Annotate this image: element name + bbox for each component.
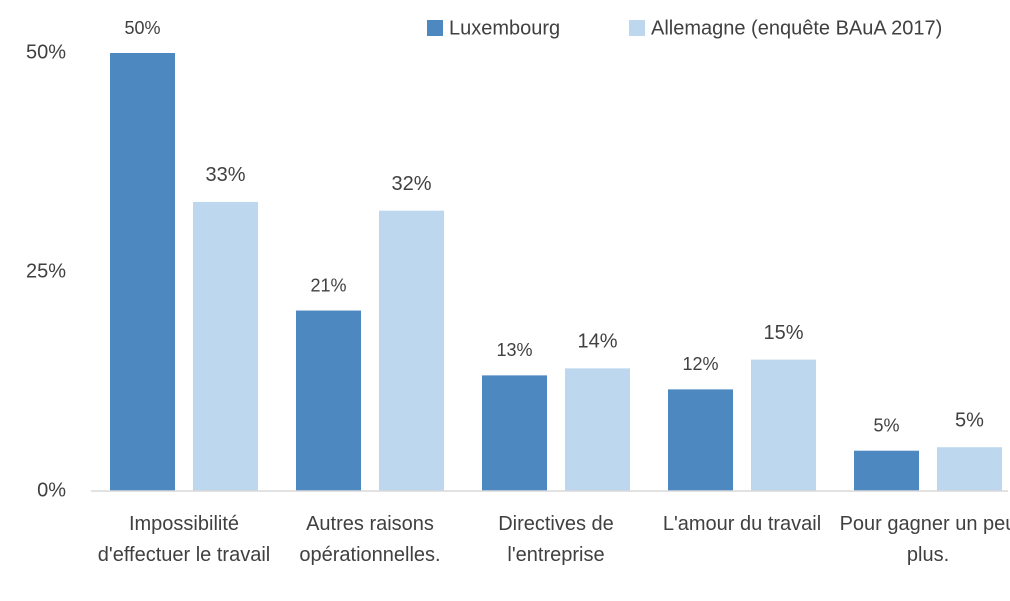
x-tick-label: Directives de l'entreprise (498, 513, 614, 566)
y-tick-label: 50% (26, 41, 66, 63)
x-tick-label: Impossibilité d'effectuer le travail (97, 513, 271, 566)
bar (379, 210, 444, 491)
data-label: 33% (205, 164, 245, 186)
legend-label: Luxembourg (449, 17, 560, 39)
bar (110, 53, 175, 491)
bar (193, 201, 258, 492)
data-label: 15% (763, 322, 803, 344)
data-label: 50% (124, 18, 160, 38)
data-label: 21% (310, 275, 346, 295)
bar (751, 359, 816, 491)
data-label: 5% (873, 415, 899, 435)
x-tick-label: Autres raisons opérationnelles. (299, 513, 441, 566)
x-tick-label: L'amour du travail (662, 513, 822, 535)
legend-swatch (629, 20, 645, 36)
y-tick-label: 0% (37, 479, 66, 501)
bar (482, 375, 547, 491)
legend-swatch (427, 20, 443, 36)
data-label: 14% (577, 331, 617, 353)
bar (565, 368, 630, 491)
bar (937, 447, 1002, 491)
bar (668, 389, 733, 491)
data-label: 12% (682, 354, 718, 374)
data-label: 32% (391, 173, 431, 195)
x-tick-label: Pour gagner un peu plus. (839, 513, 1010, 566)
bar (296, 310, 361, 491)
data-label: 5% (955, 409, 984, 431)
legend-label: Allemagne (enquête BAuA 2017) (651, 17, 942, 39)
bar (854, 450, 919, 491)
data-label: 13% (496, 340, 532, 360)
y-tick-label: 25% (26, 260, 66, 282)
